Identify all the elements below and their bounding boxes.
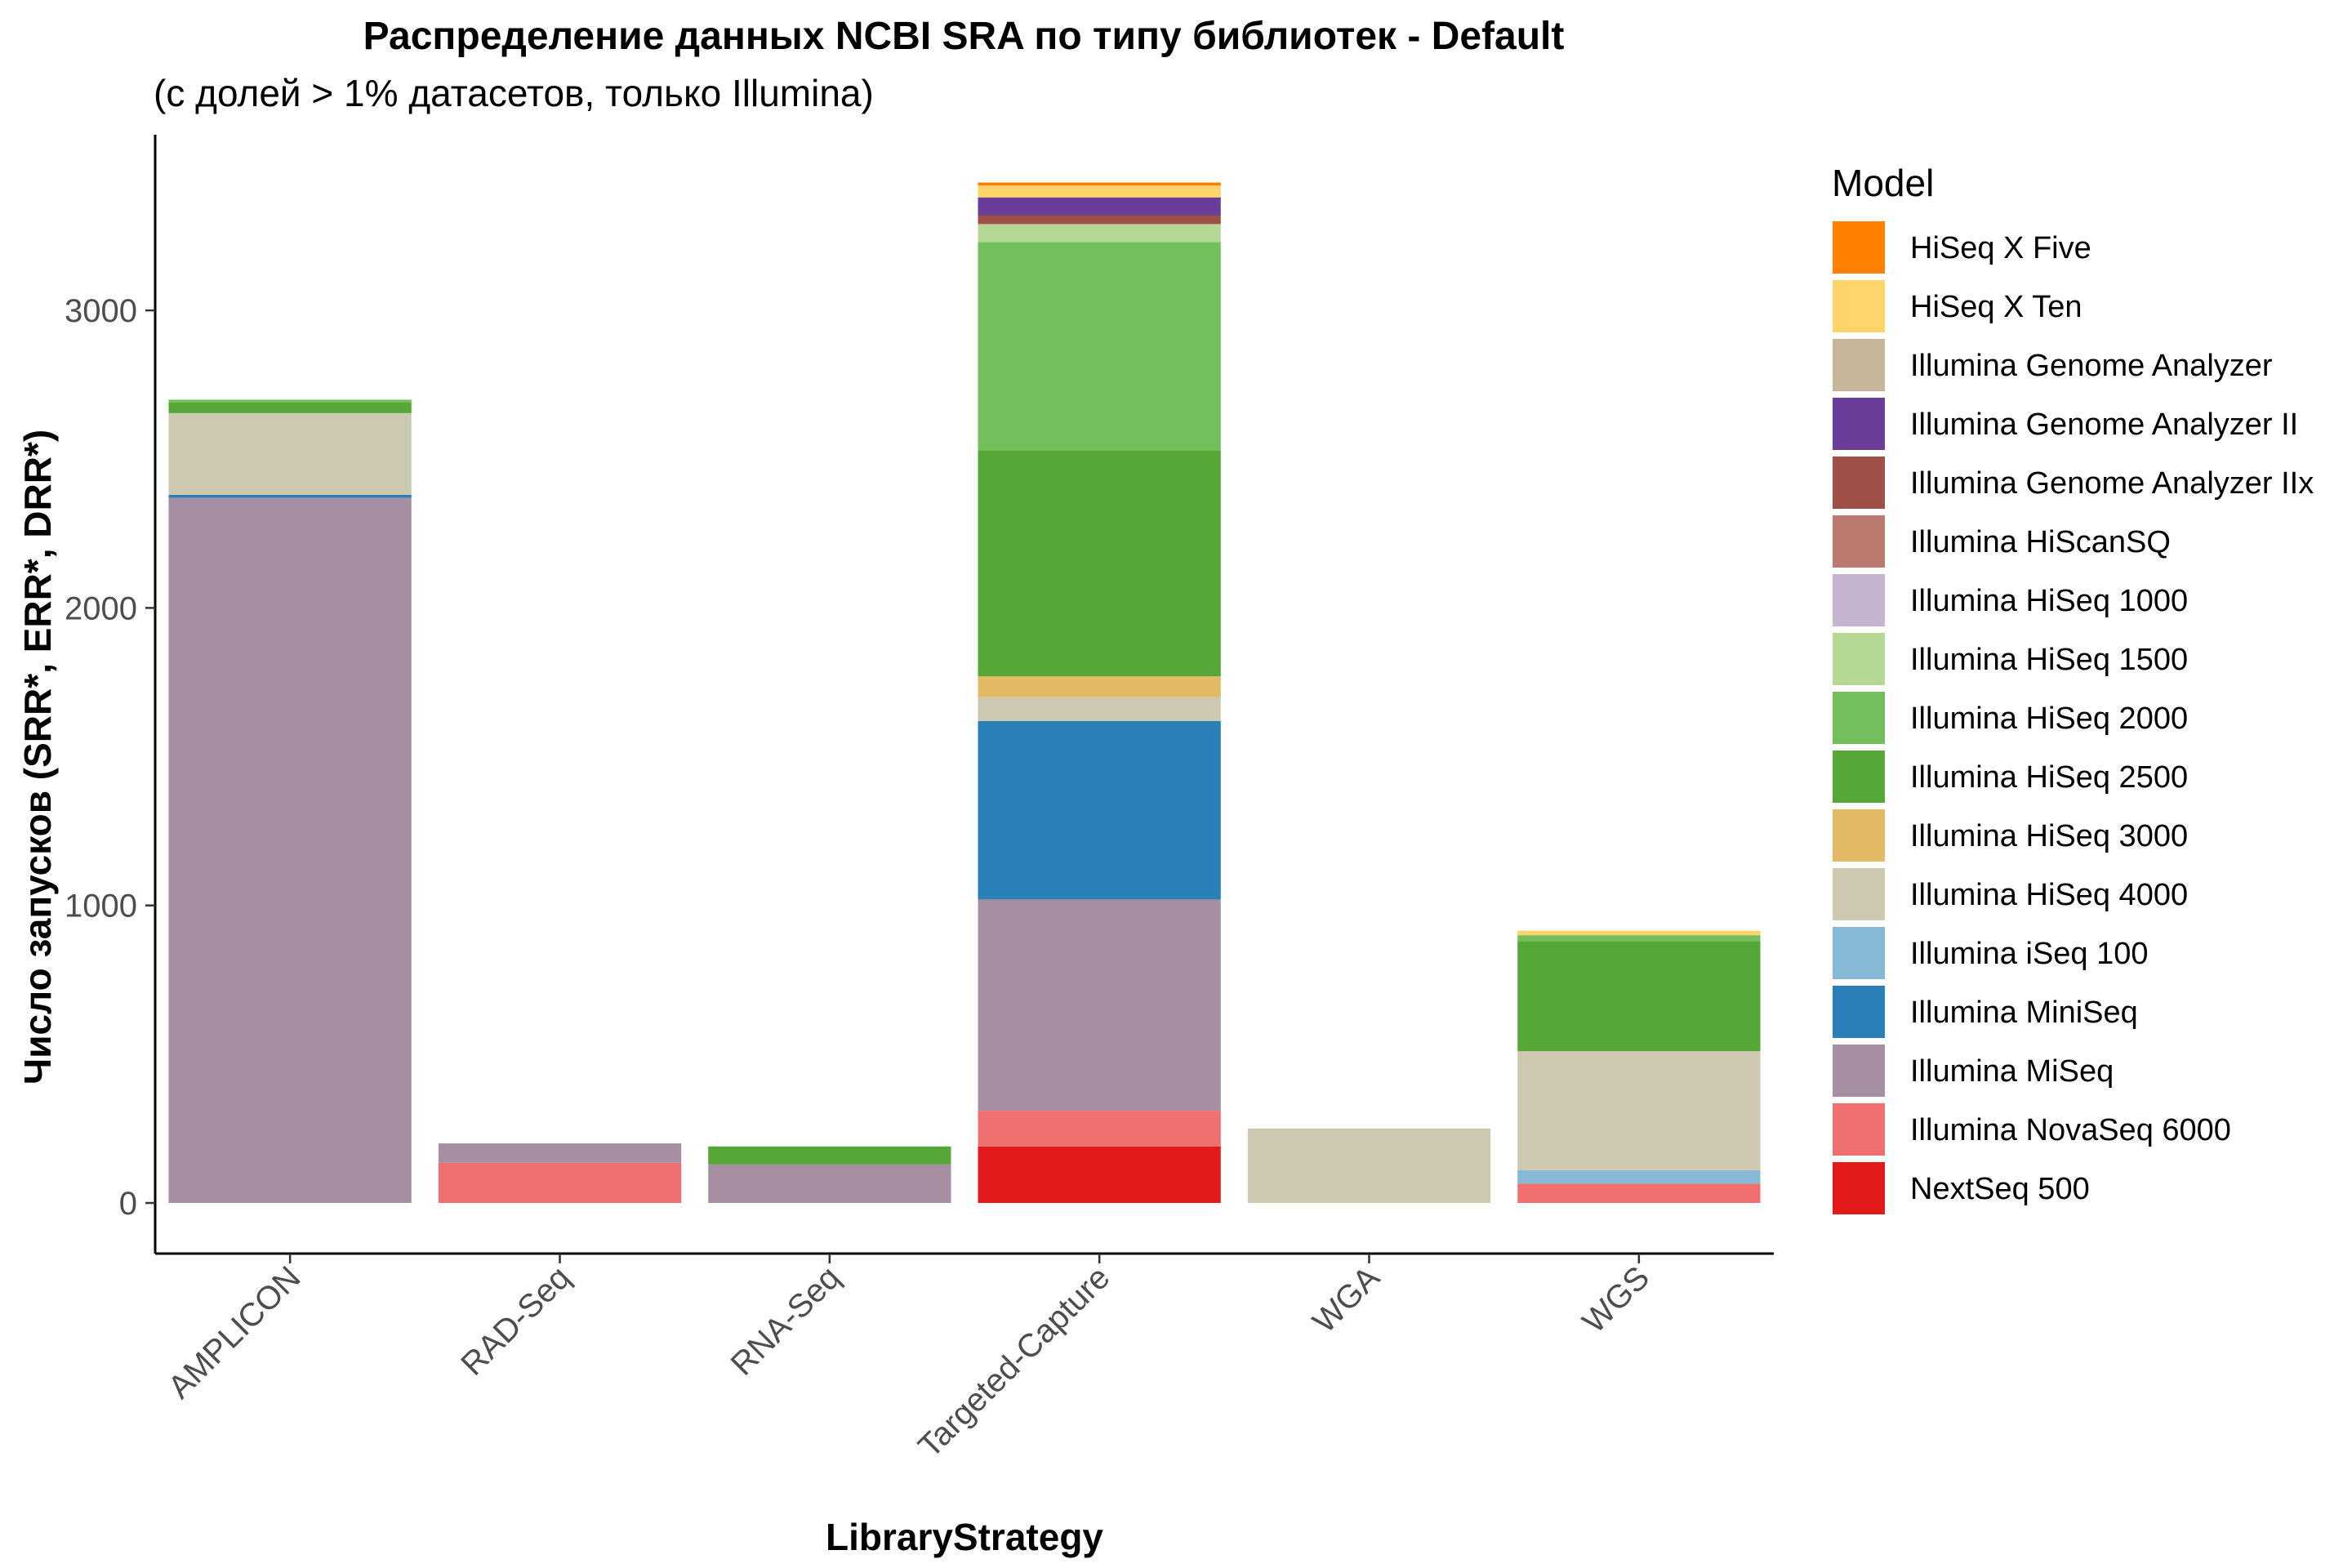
legend-label: Illumina MiSeq [1910,1054,2114,1089]
legend-swatch [1831,572,1886,628]
legend: Model HiSeq X Five HiSeq X Ten Illumina Ge… [1831,162,2314,1216]
y-tick-label: 2000 [65,590,137,626]
legend-swatch [1831,749,1886,804]
legend-label: Illumina HiSeq 2500 [1910,760,2188,795]
bar-segment [978,215,1221,225]
legend-label: HiSeq X Ten [1910,290,2082,324]
legend-swatch [1831,631,1886,687]
x-tick-label: RAD-Seq [454,1259,577,1383]
legend-label: Illumina HiScanSQ [1910,525,2171,559]
legend-swatch [1831,866,1886,922]
bar-segment [978,720,1221,900]
legend-swatch [1831,396,1886,452]
y-tick-label: 1000 [65,889,137,924]
x-tick-label: RNA-Seq [724,1259,848,1383]
bar-segment [978,1111,1221,1147]
bar-segment [1517,935,1761,942]
chart-title: Распределение данных NCBI SRA по типу би… [363,15,1565,58]
legend-label: HiSeq X Five [1910,231,2091,265]
bar-segment [168,412,412,495]
bar-segment [708,1164,951,1203]
plot-bars [168,182,1761,1203]
bar-segment [978,182,1221,186]
legend-swatch [1831,220,1886,275]
legend-label: NextSeq 500 [1910,1172,2090,1206]
chart-subtitle: (с долей > 1% датасетов, только Illumina… [154,72,874,114]
y-tick-label: 0 [119,1186,137,1222]
bar-segment [1517,930,1761,936]
bar-segment [1247,1128,1491,1203]
legend-label: Illumina iSeq 100 [1910,937,2149,971]
bar-segment [168,399,412,403]
legend-label: Illumina Genome Analyzer IIx [1910,466,2314,501]
legend-label: Illumina HiSeq 1500 [1910,643,2188,677]
legend-label: Illumina Genome Analyzer II [1910,408,2298,442]
legend-label: Illumina HiSeq 3000 [1910,819,2188,853]
legend-label: Illumina HiSeq 4000 [1910,878,2188,912]
x-tick-label: AMPLICON [162,1259,308,1405]
bar-segment [1517,1169,1761,1184]
legend-title: Model [1832,162,1934,204]
bar-segment [438,1162,682,1203]
bar-segment [978,450,1221,677]
legend-label: Illumina NovaSeq 6000 [1910,1113,2231,1147]
bar-segment [978,1146,1221,1203]
legend-swatch [1831,808,1886,863]
bar-segment [168,403,412,413]
legend-swatch [1831,514,1886,569]
legend-swatch [1831,337,1886,393]
legend-swatch [1831,455,1886,510]
legend-label: Illumina HiSeq 2000 [1910,702,2188,736]
y-axis-title: Число запусков (SRR*, ERR*, DRR*) [16,430,59,1085]
x-axis-title: LibraryStrategy [826,1516,1103,1558]
bar-segment [978,224,1221,243]
legend-swatch [1831,1160,1886,1216]
legend-swatch [1831,1102,1886,1157]
bar-segment [1517,1183,1761,1203]
legend-swatch [1831,1043,1886,1098]
x-tick-label: WGS [1576,1259,1657,1340]
legend-label: Illumina Genome Analyzer [1910,349,2273,383]
bar-segment [978,676,1221,697]
bar-segment [708,1146,951,1165]
y-tick-label: 3000 [65,293,137,329]
bar-segment [978,899,1221,1111]
bar-segment [168,497,412,1203]
bar-segment [978,197,1221,216]
legend-swatch [1831,925,1886,981]
legend-swatch [1831,984,1886,1040]
bar-segment [1517,941,1761,1052]
bar-segment [978,185,1221,198]
x-tick-label: Targeted-Capture [911,1259,1116,1464]
legend-swatch [1831,690,1886,746]
legend-label: Illumina HiSeq 1000 [1910,584,2188,618]
legend-swatch [1831,278,1886,334]
bar-segment [978,697,1221,721]
bar-segment [438,1143,682,1163]
bar-segment [1517,1051,1761,1170]
x-tick-label: WGA [1306,1259,1387,1340]
legend-label: Illumina MiniSeq [1910,996,2138,1030]
bar-segment [168,495,412,498]
bar-segment [978,242,1221,451]
